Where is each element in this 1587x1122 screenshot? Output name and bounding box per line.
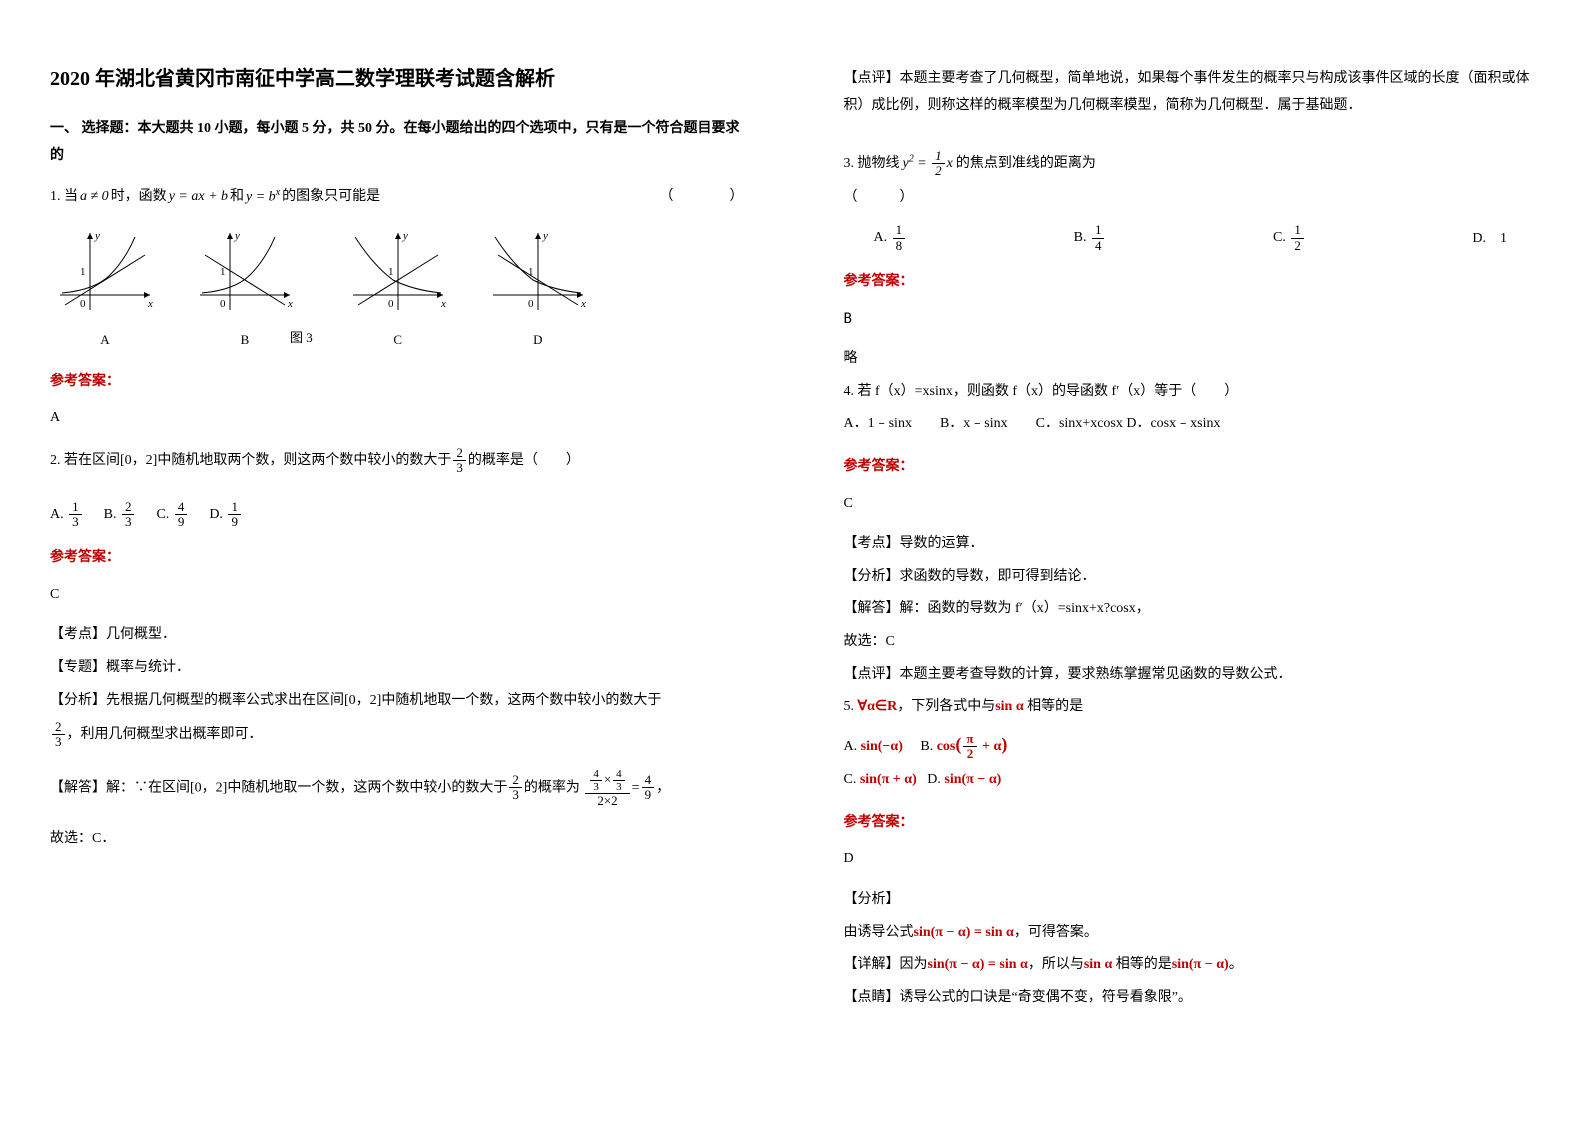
q2-select: 故选：C． <box>50 826 744 853</box>
svg-text:0: 0 <box>528 298 534 310</box>
q2-opt-a: A. 13 <box>50 500 84 530</box>
svg-text:1: 1 <box>80 266 86 278</box>
q3-opt-d: D. 1 <box>1472 226 1507 253</box>
q4-jieda: 【解答】解：函数的导数为 f′（x）=sinx+x?cosx， <box>844 596 1538 623</box>
q4-kaodian: 【考点】导数的运算． <box>844 531 1538 558</box>
q1-stem: 1. 当 a ≠ 0 时，函数 y = ax + b 和 y = bx 的图象只… <box>50 183 744 211</box>
q1-suffix: 的图象只可能是 <box>282 184 380 211</box>
graph-a-svg: y x 0 1 <box>50 225 160 315</box>
svg-text:x: x <box>440 298 446 310</box>
q2-opt-b: B. 23 <box>104 500 137 530</box>
q1-paren: （ ） <box>660 184 744 211</box>
graph-b: y x 0 1 B <box>190 225 300 352</box>
right-column: 【点评】本题主要考查了几何概型，简单地说，如果每个事件发生的概率只与构成该事件区… <box>794 0 1587 1122</box>
q3-answer: B <box>844 306 1538 333</box>
svg-text:0: 0 <box>80 298 86 310</box>
q1-f2: y = bx <box>246 183 280 211</box>
q5-answer: D <box>844 846 1538 873</box>
graph-c-label: C <box>343 328 453 353</box>
q5-fenxi-label: 【分析】 <box>844 887 1538 914</box>
graph-d: y x 0 1 D <box>483 225 593 352</box>
graph-d-svg: y x 0 1 <box>483 225 593 315</box>
q2-opt-c: C. 49 <box>156 500 189 530</box>
q3-opt-a: A. 18 <box>874 223 908 253</box>
q4-select: 故选：C <box>844 629 1538 656</box>
q2-options: A. 13 B. 23 C. 49 D. 19 <box>50 500 744 530</box>
q5-opt-a: A. sin(−α) <box>844 739 903 754</box>
graph-c: y x 0 1 C <box>343 225 453 352</box>
graph-d-label: D <box>483 328 593 353</box>
q5-diansheng: 【点睛】诱导公式的口诀是“奇变偶不变，符号看象限”。 <box>844 985 1538 1012</box>
svg-text:0: 0 <box>220 298 226 310</box>
q5-stem: 5. ∀α∈R，下列各式中与sin α 相等的是 <box>844 694 1538 721</box>
svg-text:y: y <box>94 230 100 242</box>
q2-answer: C <box>50 582 744 609</box>
q3-stem: 3. 抛物线 y2 = 12x 的焦点到准线的距离为 <box>844 149 1538 179</box>
q5-options-row2: C. sin(π + α) D. sin(π − α) <box>844 767 1538 794</box>
q5-opt-c: C. sin(π + α) <box>844 772 917 787</box>
q3-ref: 参考答案： <box>844 269 1538 296</box>
q3-opt-b: B. 14 <box>1074 223 1107 253</box>
svg-text:y: y <box>234 230 240 242</box>
q2-stem: 2. 若在区间[0，2]中随机地取两个数，则这两个数中较小的数大于23的概率是（… <box>50 446 744 476</box>
q3-paren: （ ） <box>844 185 1538 212</box>
q5-options-row1: A. sin(−α) B. cos(π2 + α) <box>844 727 1538 762</box>
q1-and: 和 <box>230 184 244 211</box>
graph-b-label: B <box>190 328 300 353</box>
frac-icon: 23 <box>453 446 466 476</box>
graph-a: y x 0 1 A <box>50 225 160 352</box>
q3-opt-c: C. 12 <box>1273 223 1306 253</box>
q5-fenxi: 由诱导公式sin(π − α) = sin α，可得答案。 <box>844 920 1538 947</box>
svg-text:y: y <box>542 230 548 242</box>
q2-zhuanti: 【专题】概率与统计． <box>50 655 744 682</box>
svg-text:y: y <box>402 230 408 242</box>
q2-jieda: 【解答】解：∵在区间[0，2]中随机地取一个数，这两个数中较小的数大于23的概率… <box>50 768 744 808</box>
q2-dianping: 【点评】本题主要考查了几何概型，简单地说，如果每个事件发生的概率只与构成该事件区… <box>844 66 1538 119</box>
q1-answer: A <box>50 405 744 432</box>
q5-opt-b: B. cos(π2 + α) <box>920 739 1007 754</box>
graph-b-svg: y x 0 1 <box>190 225 300 315</box>
q4-fenxi: 【分析】求函数的导数，即可得到结论． <box>844 564 1538 591</box>
figure-caption: 图 3 <box>290 326 313 353</box>
svg-text:x: x <box>580 298 586 310</box>
q1-f1: y = ax + b <box>169 184 228 211</box>
q2-ref: 参考答案： <box>50 545 744 572</box>
svg-text:x: x <box>287 298 293 310</box>
q4-dianping: 【点评】本题主要考查导数的计算，要求熟练掌握常见函数的导数公式． <box>844 662 1538 689</box>
q2-opt-d: D. 19 <box>209 500 243 530</box>
q1-mid: 时，函数 <box>111 184 167 211</box>
q4-ref: 参考答案： <box>844 454 1538 481</box>
q4-answer: C <box>844 491 1538 518</box>
q5-xiangjie: 【详解】因为sin(π − α) = sin α，所以与sin α 相等的是si… <box>844 952 1538 979</box>
q1-prefix: 1. 当 <box>50 184 78 211</box>
q1-graphs: y x 0 1 A y x 0 1 B 图 3 <box>50 225 744 352</box>
svg-text:x: x <box>147 298 153 310</box>
exam-title: 2020 年湖北省黄冈市南征中学高二数学理联考试题含解析 <box>50 60 744 98</box>
q2-kaodian: 【考点】几何概型． <box>50 622 744 649</box>
svg-text:0: 0 <box>388 298 394 310</box>
q4-options: A．1﹣sinx B．x﹣sinx C．sinx+xcosx D．cosx﹣xs… <box>844 411 1538 438</box>
q1-cond: a ≠ 0 <box>80 184 109 211</box>
section-head: 一、 选择题：本大题共 10 小题，每小题 5 分，共 50 分。在每小题给出的… <box>50 116 744 169</box>
q5-ref: 参考答案： <box>844 810 1538 837</box>
q3-options: A. 18 B. 14 C. 12 D. 1 <box>844 223 1538 253</box>
q5-opt-d: D. sin(π − α) <box>927 772 1001 787</box>
q1-ref: 参考答案： <box>50 369 744 396</box>
q3-lue: 略 <box>844 346 1538 373</box>
left-column: 2020 年湖北省黄冈市南征中学高二数学理联考试题含解析 一、 选择题：本大题共… <box>0 0 794 1122</box>
graph-c-svg: y x 0 1 <box>343 225 453 315</box>
graph-a-label: A <box>50 328 160 353</box>
q2-fenxi: 【分析】先根据几何概型的概率公式求出在区间[0，2]中随机地取一个数，这两个数中… <box>50 688 744 715</box>
q4-stem: 4. 若 f（x）=xsinx，则函数 f（x）的导函数 f′（x）等于（ ） <box>844 379 1538 406</box>
